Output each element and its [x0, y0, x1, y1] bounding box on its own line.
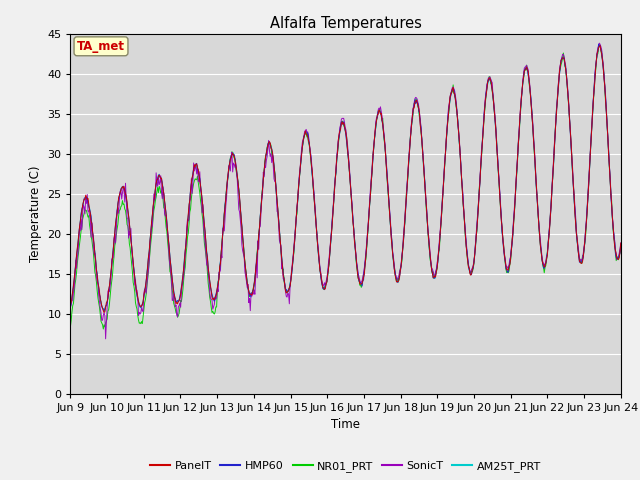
X-axis label: Time: Time [331, 418, 360, 431]
Text: TA_met: TA_met [77, 40, 125, 53]
Legend: PanelT, HMP60, NR01_PRT, SonicT, AM25T_PRT: PanelT, HMP60, NR01_PRT, SonicT, AM25T_P… [146, 457, 545, 477]
Title: Alfalfa Temperatures: Alfalfa Temperatures [269, 16, 422, 31]
Y-axis label: Temperature (C): Temperature (C) [29, 165, 42, 262]
